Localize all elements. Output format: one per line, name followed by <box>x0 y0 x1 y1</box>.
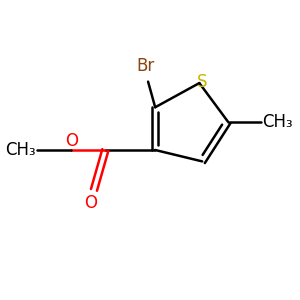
Text: Br: Br <box>136 57 155 75</box>
Text: CH₃: CH₃ <box>262 112 292 130</box>
Text: S: S <box>197 73 207 91</box>
Text: O: O <box>85 194 98 212</box>
Text: CH₃: CH₃ <box>5 141 36 159</box>
Text: O: O <box>65 133 78 151</box>
